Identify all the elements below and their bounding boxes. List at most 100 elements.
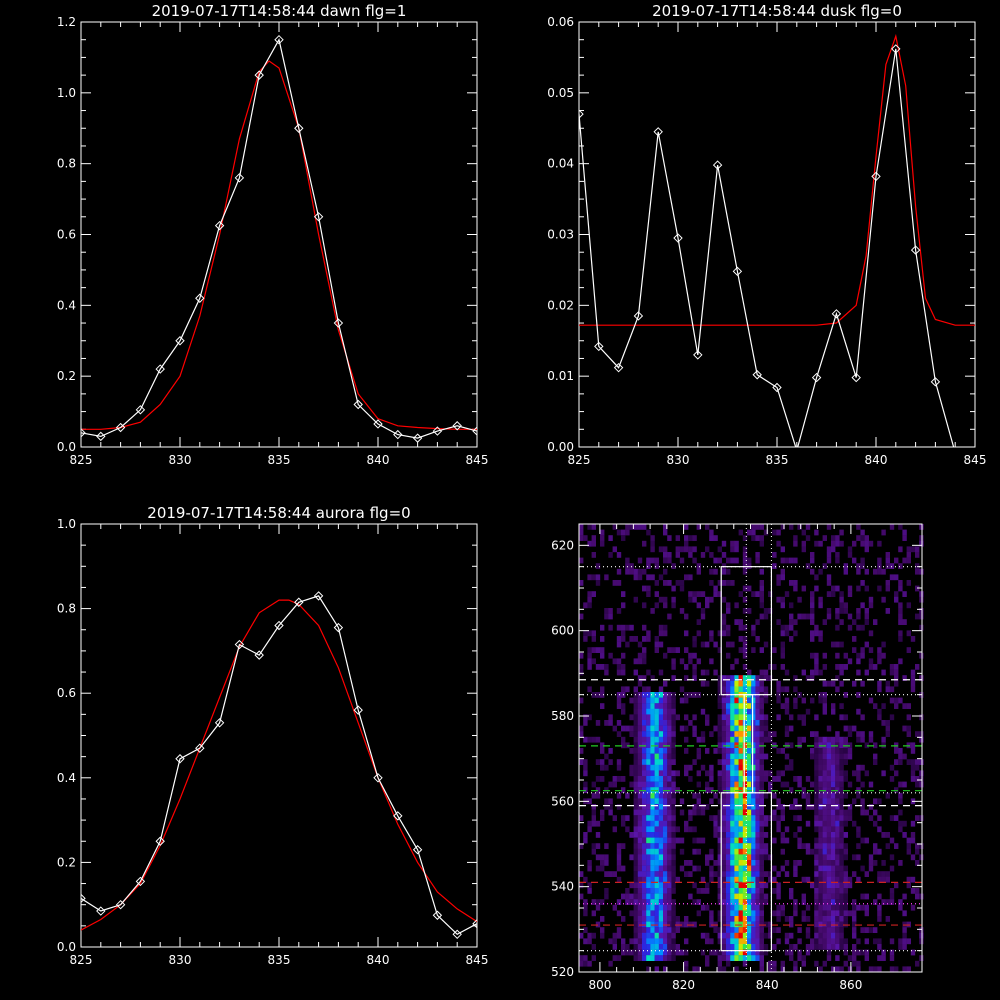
heatmap-cell: [658, 944, 664, 950]
heatmap-cell: [881, 669, 886, 676]
heatmap-cell: [738, 820, 743, 827]
heatmap-cell: [822, 697, 827, 704]
heatmap-cell: [671, 848, 676, 855]
data-point-diamond: [472, 919, 477, 929]
heatmap-cell: [675, 535, 680, 541]
heatmap-cell: [621, 652, 626, 659]
heatmap-cell: [642, 753, 647, 760]
heatmap-cell: [747, 871, 752, 877]
heatmap-cell: [797, 613, 802, 620]
heatmap-cell: [738, 792, 743, 799]
heatmap-cell: [789, 742, 794, 749]
heatmap-cell: [797, 781, 802, 788]
heatmap-cell: [675, 837, 680, 844]
heatmap-cell: [915, 764, 920, 771]
heatmap-cell: [621, 916, 626, 922]
heatmap-cell: [818, 815, 823, 821]
plot-area: [81, 591, 477, 940]
heatmap-cell: [709, 568, 714, 575]
heatmap-cell: [810, 669, 815, 676]
plot-frame: [578, 21, 976, 448]
y-tick-label: 1.0: [57, 517, 76, 531]
heatmap-cell: [734, 557, 739, 564]
heatmap-cell: [742, 843, 748, 849]
heatmap-cell: [633, 770, 638, 777]
heatmap-cell: [579, 652, 584, 659]
heatmap-cell: [919, 759, 924, 765]
heatmap-cell: [637, 809, 643, 816]
heatmap-cell: [650, 871, 655, 877]
heatmap-cell: [616, 608, 622, 614]
heatmap-cell: [730, 955, 735, 961]
heatmap-cell: [868, 697, 874, 704]
heatmap-cell: [650, 843, 655, 849]
heatmap-cell: [646, 742, 651, 749]
heatmap-cell: [730, 888, 735, 894]
heatmap-cell: [671, 809, 676, 816]
heatmap-cell: [642, 714, 647, 721]
heatmap-cell: [650, 546, 655, 553]
heatmap-cell: [688, 552, 693, 558]
heatmap-cell: [847, 552, 853, 558]
heatmap-cell: [717, 725, 722, 732]
heatmap-cell: [780, 815, 785, 821]
heatmap-cell: [814, 820, 819, 827]
heatmap-cell: [713, 927, 718, 933]
heatmap-cell: [721, 876, 727, 883]
heatmap-cell: [658, 748, 664, 754]
heatmap-cell: [759, 916, 764, 922]
heatmap-cell: [658, 686, 664, 693]
heatmap-cell: [654, 647, 659, 653]
heatmap-cell: [747, 557, 752, 564]
heatmap-cell: [583, 781, 588, 788]
heatmap-cell: [805, 944, 811, 950]
heatmap-cell: [738, 647, 743, 653]
heatmap-cell: [793, 832, 798, 838]
heatmap-cell: [658, 938, 664, 945]
heatmap-cell: [789, 944, 794, 950]
heatmap-cell: [658, 764, 664, 771]
heatmap-cell: [734, 932, 739, 939]
heatmap-cell: [721, 899, 727, 905]
heatmap-cell: [839, 680, 844, 687]
heatmap-cell: [793, 776, 798, 782]
heatmap-cell: [822, 837, 827, 844]
heatmap-cell: [654, 748, 659, 754]
x-tick-label: 845: [466, 453, 489, 467]
data-point-diamond: [472, 426, 477, 436]
heatmap-cell: [700, 888, 706, 894]
heatmap-cell: [873, 664, 878, 670]
heatmap-cell: [822, 809, 827, 816]
heatmap-cell: [763, 854, 769, 861]
heatmap-cell: [843, 910, 848, 917]
heatmap-cell: [793, 619, 798, 625]
heatmap-cell: [755, 865, 760, 872]
heatmap-cell: [801, 540, 806, 547]
heatmap-cell: [637, 753, 643, 760]
heatmap-cell: [591, 736, 596, 743]
data-point-diamond: [313, 212, 324, 222]
heatmap-cell: [885, 557, 890, 564]
heatmap-cell: [616, 910, 622, 917]
heatmap-cell: [843, 882, 848, 889]
heatmap-cell: [755, 944, 760, 950]
heatmap-cell: [705, 770, 710, 777]
heatmap-cell: [793, 686, 798, 693]
heatmap-cell: [730, 697, 735, 704]
heatmap-cell: [675, 552, 680, 558]
heatmap-cell: [894, 966, 899, 973]
heatmap-cell: [763, 608, 769, 614]
heatmap-cell: [822, 535, 827, 541]
heatmap-cell: [759, 910, 764, 917]
heatmap-cell: [839, 916, 844, 922]
heatmap-cell: [881, 871, 886, 877]
heatmap-cell: [742, 764, 748, 771]
heatmap-cell: [658, 546, 664, 553]
heatmap-cell: [734, 837, 739, 844]
heatmap-cell: [751, 675, 756, 681]
heatmap-cell: [822, 764, 827, 771]
heatmap-cell: [713, 725, 718, 732]
heatmap-cell: [822, 770, 827, 777]
heatmap-cell: [679, 585, 685, 592]
heatmap-cell: [826, 854, 832, 861]
